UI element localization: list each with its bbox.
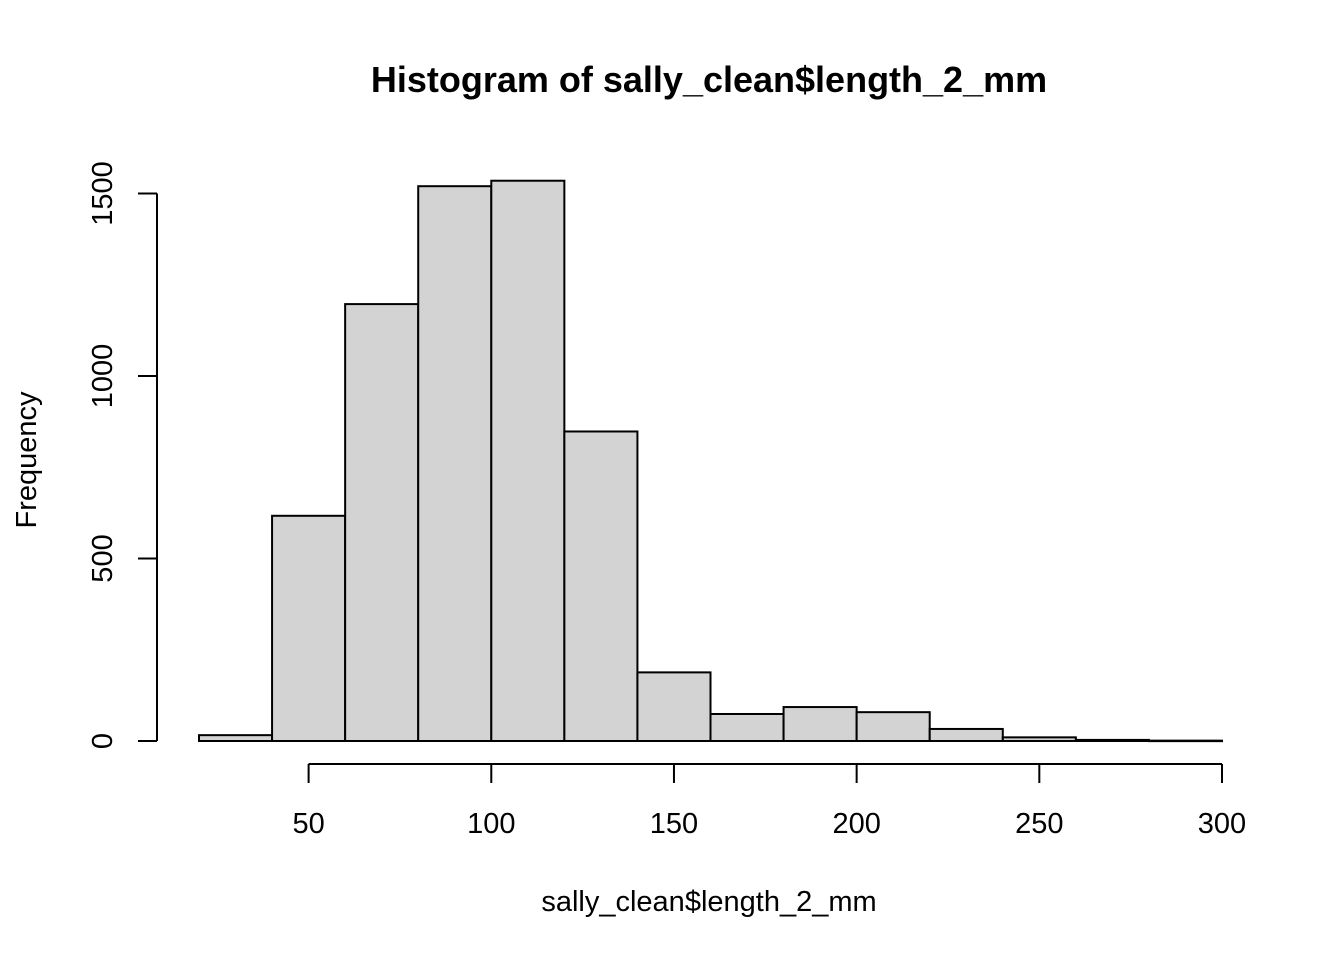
histogram-bar [1147,739,1224,743]
x-tick-label: 200 [832,808,880,840]
histogram-bar [709,712,785,742]
histogram-bar [1001,736,1077,742]
x-axis-label: sally_clean$length_2_mm [541,886,876,918]
histogram-bar [1074,738,1150,743]
x-tick-label: 100 [467,808,515,840]
histogram-bar [344,303,420,742]
y-axis: 0 500 1000 1500 [87,161,158,749]
histogram-bar [563,430,639,742]
histogram-bar [271,514,347,742]
y-tick-label: 0 [87,733,119,749]
histogram-bar [490,179,566,743]
x-tick-label: 150 [650,808,698,840]
x-tick-label: 300 [1198,808,1246,840]
histogram-bars [198,179,1224,743]
y-tick-label: 500 [87,534,119,582]
histogram-bar [198,734,274,742]
y-tick-label: 1000 [87,344,119,409]
x-tick-label: 50 [292,808,324,840]
histogram-bar [782,706,858,742]
y-axis-label: Frequency [11,391,43,529]
histogram-bar [928,727,1004,743]
y-tick-label: 1500 [87,161,119,226]
histogram-bar [636,671,712,743]
histogram-bar [417,185,493,742]
chart-title: Histogram of sally_clean$length_2_mm [371,59,1047,100]
x-axis: 50 100 150 200 250 300 [292,763,1246,840]
histogram-bar [855,711,931,742]
x-tick-label: 250 [1015,808,1063,840]
